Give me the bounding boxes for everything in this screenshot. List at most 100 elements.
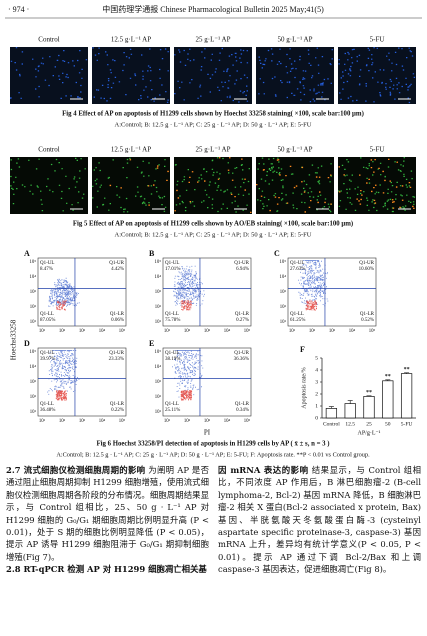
y-tick-label: 10⁴	[30, 274, 37, 280]
quadrant-percent: 61.25%	[290, 318, 305, 323]
y-tick-label: 10²	[30, 304, 37, 310]
y-tick-label: 10⁴	[280, 274, 287, 280]
x-tick-label: 50	[385, 421, 391, 427]
quadrant-percent: 8.47%	[40, 267, 53, 272]
section-heading: 2.7 流式细胞仪检测细胞周期的影响	[6, 465, 146, 475]
x-tick-label: 10⁵	[119, 418, 126, 424]
x-tick-label: 10⁴	[224, 328, 231, 334]
cells	[92, 157, 167, 213]
quadrant-name: Q1-LL	[165, 402, 179, 407]
panel-label: 12.5 g·L⁻¹ AP	[111, 146, 151, 154]
y-tick-label: 4	[315, 367, 318, 373]
quadrant-name: Q1-LL	[40, 312, 54, 317]
y-tick-label: 10¹	[280, 319, 287, 325]
quadrant-name: Q1-UR	[234, 351, 249, 356]
figure-caption: Fig 5 Effect of AP on apoptosis of H1299…	[73, 221, 353, 228]
quadrant-percent: 0.34%	[236, 408, 249, 413]
y-axis-label: Apoptosis rate/%	[301, 367, 307, 409]
y-tick-label: 10⁵	[30, 349, 37, 355]
bar	[325, 408, 338, 419]
error-bar	[385, 379, 391, 381]
y-tick-label: 10⁵	[155, 349, 162, 355]
significance: **	[404, 367, 410, 373]
events	[298, 260, 329, 307]
quadrant-percent: 36.36%	[234, 357, 249, 362]
y-tick-label: 10⁵	[155, 259, 162, 265]
quadrant-name: Q1-UL	[290, 261, 304, 266]
figures: · 974 · 中国药理学通报 Chinese Pharmacological …	[5, 4, 422, 458]
error-bar	[328, 406, 334, 409]
panel-letter: E	[149, 339, 154, 348]
quadrant-name: Q1-LR	[235, 402, 250, 407]
quadrant-name: Q1-LR	[235, 312, 250, 317]
error-bar	[347, 400, 353, 404]
quadrant-percent: 0.52%	[361, 318, 374, 323]
error-bar	[404, 372, 410, 374]
quadrant-name: Q1-LL	[290, 312, 304, 317]
quadrant-percent: 10.60%	[359, 267, 374, 272]
events	[47, 350, 80, 396]
quadrant-name: Q1-UR	[109, 261, 124, 266]
quadrant-percent: 4.42%	[111, 267, 124, 272]
cells	[257, 157, 332, 213]
y-axis-label: Hoechst33258	[10, 319, 18, 360]
x-tick-label: 25	[366, 421, 372, 427]
x-axis-label: PI	[204, 429, 211, 437]
bar	[400, 373, 413, 419]
x-tick-label: 10⁴	[349, 328, 356, 334]
paragraph: 因 mRNA 表达的影响 结果显示，与 Control 组相比，不同浓度 AP …	[218, 464, 421, 576]
x-tick-label: 10⁵	[244, 418, 251, 424]
quadrant-percent: 0.22%	[111, 408, 124, 413]
plot-frame	[162, 257, 252, 327]
y-tick-label: 10⁴	[155, 274, 162, 280]
x-tick-label: 10⁵	[119, 328, 126, 334]
quadrant-name: Q1-UR	[234, 261, 249, 266]
x-tick-label: 10⁵	[369, 328, 376, 334]
dense-events	[180, 300, 192, 311]
events	[173, 265, 205, 307]
quadrant-name: Q1-UL	[165, 261, 179, 266]
panel-label: 12.5 g·L⁻¹ AP	[111, 36, 151, 44]
y-tick-label: 10⁴	[30, 364, 37, 370]
x-tick-label: 10⁴	[99, 418, 106, 424]
figure-caption: Fig 6 Hoechst 33258/PI detection of apop…	[96, 441, 329, 448]
y-tick-label: 5	[315, 355, 318, 361]
section-heading: 因 mRNA 表达的影响	[218, 465, 309, 475]
dense-events	[180, 390, 193, 401]
y-tick-label: 10³	[30, 289, 37, 295]
x-tick-label: 10³	[204, 328, 211, 334]
y-tick-label: 10²	[30, 394, 37, 400]
y-tick-label: 10⁵	[30, 259, 37, 265]
left-column: 2.7 流式细胞仪检测细胞周期的影响 为阐明 AP 是否通过阻止细胞周期抑制 H…	[6, 464, 209, 576]
y-tick-label: 0	[315, 415, 318, 421]
x-tick-label: 12.5	[345, 421, 355, 427]
paragraph-text: 为阐明 AP 是否通过阻止细胞周期抑制 H1299 细胞增殖，使用流式细胞仪检测…	[6, 465, 209, 562]
x-tick-label: 10⁴	[99, 328, 106, 334]
quadrant-percent: 39.97%	[40, 357, 55, 362]
y-tick-label: 10¹	[30, 319, 37, 325]
x-tick-label: 5-FU	[401, 421, 413, 427]
quadrant-percent: 17.01%	[165, 267, 180, 272]
x-tick-label: 10⁵	[244, 328, 251, 334]
y-tick-label: 10³	[155, 379, 162, 385]
micrograph	[256, 47, 334, 104]
quadrant-name: Q1-LR	[360, 312, 375, 317]
x-tick-label: 10²	[59, 328, 66, 334]
dense-events	[56, 300, 67, 311]
quadrant-name: Q1-LR	[110, 402, 125, 407]
quadrant-percent: 36.48%	[40, 408, 55, 413]
y-tick-label: 10¹	[30, 409, 37, 415]
panel-letter: D	[24, 339, 30, 348]
panel-letter: A	[24, 249, 30, 258]
y-tick-label: 10⁵	[280, 259, 287, 265]
right-column: 因 mRNA 表达的影响 结果显示，与 Control 组相比，不同浓度 AP …	[218, 464, 421, 576]
quadrant-percent: 87.05%	[40, 318, 55, 323]
bar	[363, 396, 375, 419]
paragraph: 2.7 流式细胞仪检测细胞周期的影响 为阐明 AP 是否通过阻止细胞周期抑制 H…	[6, 464, 209, 563]
y-tick-label: 10²	[280, 304, 287, 310]
panel-letter: B	[149, 249, 155, 258]
figure-legend: A:Control; B: 12.5 g · L⁻¹ AP; C: 25 g ·…	[56, 451, 370, 458]
plot-frame	[162, 347, 252, 417]
cells	[258, 47, 333, 103]
